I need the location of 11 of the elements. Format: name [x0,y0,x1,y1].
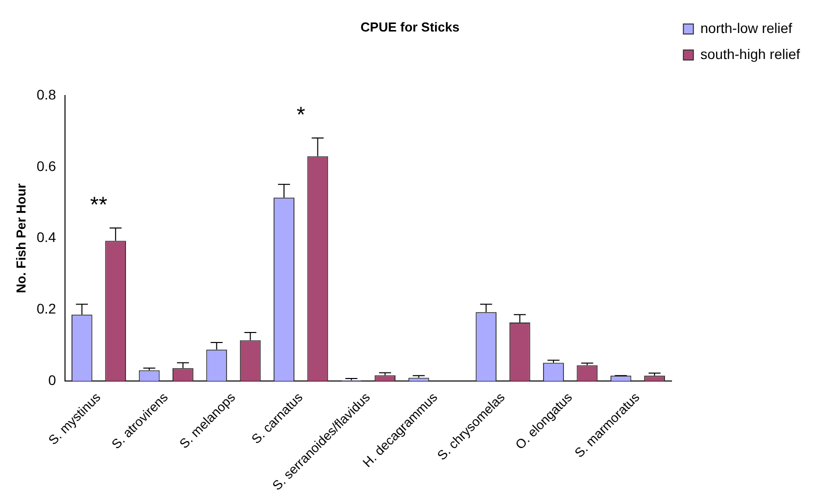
annotation: * [296,102,306,128]
chart-title: CPUE for Sticks [360,19,460,34]
y-tick-label: 0.2 [36,300,56,316]
y-tick-label: 0 [48,372,56,388]
y-tick-label: 0.6 [36,158,56,174]
legend-label: north-low relief [700,20,792,36]
y-tick-label: 0.8 [36,86,56,102]
legend-label: south-high relief [700,46,800,62]
y-tick-label: 0.4 [36,229,56,246]
y-axis-title: No. Fish Per Hour [13,183,28,294]
annotation: ** [90,192,108,218]
